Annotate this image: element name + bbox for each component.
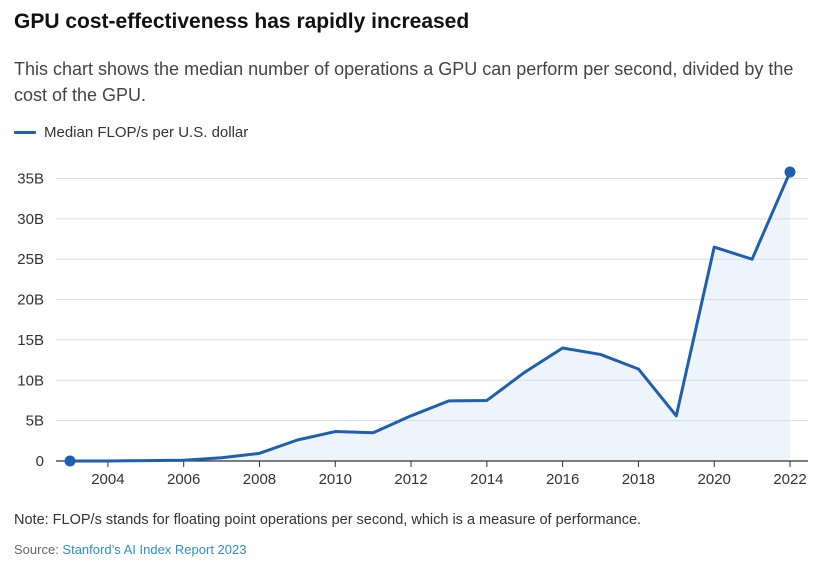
chart-note: Note: FLOP/s stands for floating point o… <box>14 512 642 528</box>
y-tick-label: 0 <box>36 453 44 470</box>
series-line <box>68 170 792 463</box>
legend-label: Median FLOP/s per U.S. dollar <box>44 124 249 141</box>
source-prefix: Source: <box>14 542 63 557</box>
highlight-data-point <box>64 455 76 467</box>
y-tick-label: 25B <box>17 251 44 268</box>
x-tick-label: 2006 <box>167 471 200 488</box>
y-tick-label: 20B <box>17 292 44 309</box>
y-tick-label: 30B <box>17 211 44 228</box>
y-tick-label: 35B <box>17 171 44 188</box>
source-link[interactable]: Stanford’s AI Index Report 2023 <box>62 542 247 557</box>
legend-line-swatch <box>14 131 36 134</box>
x-tick-label: 2016 <box>546 471 579 488</box>
x-tick-label: 2008 <box>243 471 276 488</box>
y-tick-label: 10B <box>17 372 44 389</box>
y-tick-label: 15B <box>17 332 44 349</box>
source-line: Source: Stanford’s AI Index Report 2023 <box>14 542 246 557</box>
highlight-data-point <box>784 166 796 178</box>
chart-subtitle: This chart shows the median number of op… <box>14 59 794 105</box>
x-tick-label: 2012 <box>394 471 427 488</box>
x-tick-label: 2004 <box>91 471 124 488</box>
series-area-fill <box>70 172 790 462</box>
chart-area: 0 5B 10B 15B 20B 25B 30B 35B 2004 2006 2008 2010 201… <box>17 166 808 488</box>
legend: Median FLOP/s per U.S. dollar <box>14 124 248 141</box>
x-tick-label: 2014 <box>470 471 503 488</box>
chart-title: GPU cost-effectiveness has rapidly incre… <box>14 10 470 33</box>
y-tick-label: 5B <box>26 413 44 430</box>
x-tick-label: 2020 <box>698 471 731 488</box>
x-tick-label: 2022 <box>773 471 806 488</box>
x-tick-label: 2018 <box>622 471 655 488</box>
x-tick-label: 2010 <box>319 471 352 488</box>
